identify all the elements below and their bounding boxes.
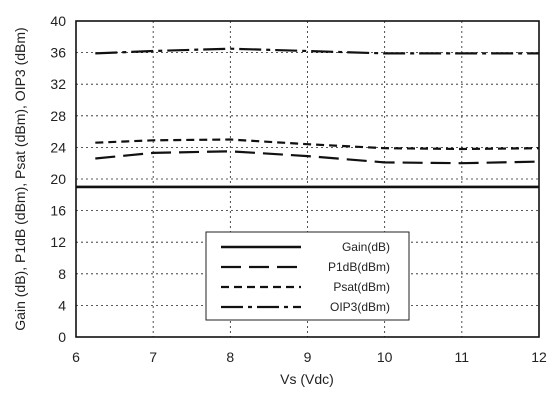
x-tick-label: 11 (455, 349, 470, 365)
y-tick-label: 12 (50, 234, 66, 250)
plot-frame (75, 20, 540, 338)
legend-label: P1dB(dBm) (328, 260, 390, 274)
y-tick-label: 36 (50, 45, 66, 61)
y-tick-label: 8 (58, 266, 66, 282)
series-line-p1db-dbm (95, 150, 540, 165)
y-axis-label: Gain (dB), P1dB (dBm), Psat (dBm), OIP3 … (12, 27, 28, 330)
legend: Gain(dB) P1dB(dBm) Psat(dBm) OIP3(dBm) (205, 231, 410, 321)
x-tick-label: 6 (72, 349, 80, 365)
x-tick-label: 9 (304, 349, 312, 365)
y-tick-label: 4 (58, 297, 66, 313)
series-group (76, 47, 540, 189)
legend-label: Gain(dB) (342, 240, 390, 254)
y-tick-label: 16 (50, 203, 66, 219)
y-tick-label: 40 (50, 13, 66, 29)
legend-label: OIP3(dBm) (330, 300, 390, 314)
x-tick-label: 12 (531, 349, 547, 365)
legend-box (205, 231, 410, 321)
x-tick-label: 8 (226, 349, 234, 365)
x-tick-label: 7 (149, 349, 157, 365)
y-tick-label: 28 (50, 108, 66, 124)
x-axis-label: Vs (Vdc) (280, 371, 334, 387)
x-tick-labels: 6 7 8 9 10 11 12 (72, 349, 547, 365)
y-tick-label: 32 (50, 76, 66, 92)
y-tick-label: 24 (50, 139, 66, 155)
series-line-psat-dbm (95, 138, 540, 151)
legend-label: Psat(dBm) (333, 280, 390, 294)
x-tick-label: 10 (377, 349, 393, 365)
y-tick-labels: 0 4 8 12 16 20 24 28 32 36 40 (50, 13, 66, 345)
y-tick-label: 20 (50, 171, 66, 187)
series-line-oip3-dbm (95, 47, 539, 55)
y-tick-label: 0 (58, 329, 66, 345)
